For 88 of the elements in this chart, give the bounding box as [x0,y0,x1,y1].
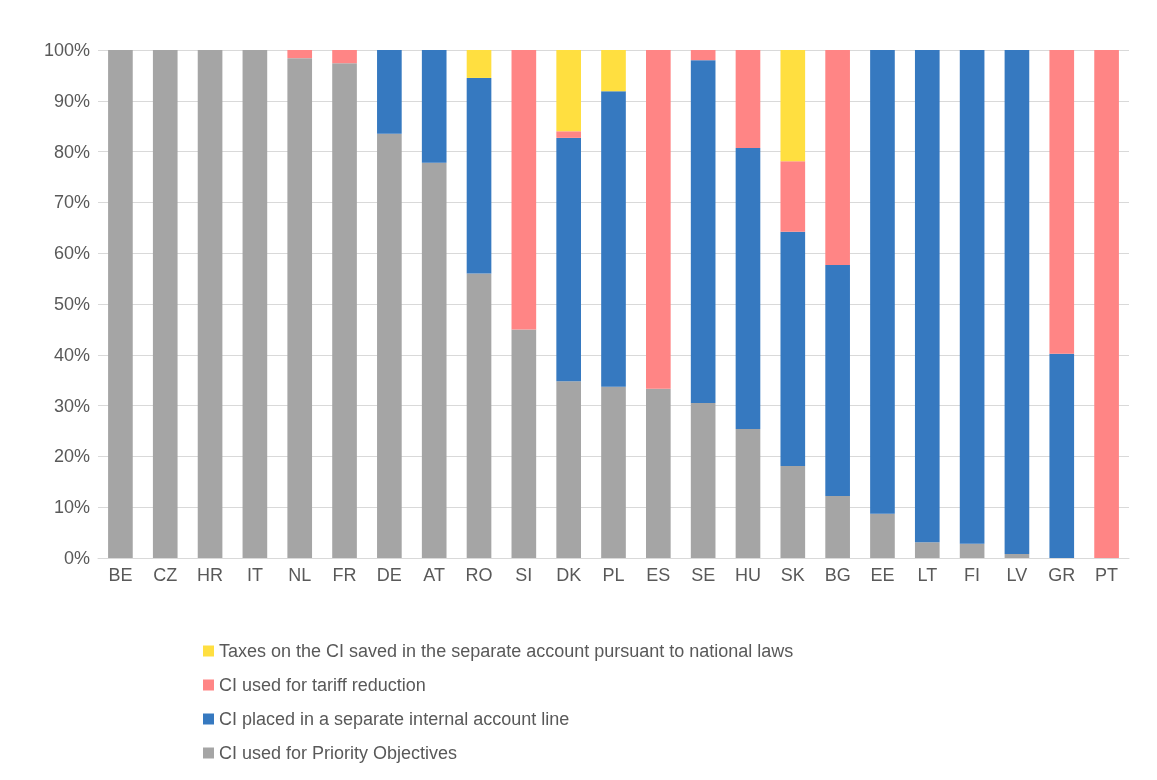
x-tick-label: FR [332,565,357,585]
x-tick-label: PT [1095,565,1119,585]
bar [466,77,492,274]
bar [377,50,402,134]
x-tick-label: SE [691,565,716,585]
x-tick-label: ES [646,565,671,585]
legend-label: Taxes on the CI saved in the separate account pursuant to national laws [219,641,794,661]
x-tick-label: FI [964,565,981,585]
bar [959,50,985,544]
y-tick-label: 100% [43,40,90,60]
bar [601,91,626,387]
bar [1049,50,1075,354]
x-tick-label: LV [1006,565,1028,585]
y-tick-label: 10% [53,497,90,518]
x-tick-label: HU [734,565,761,585]
x-tick-label: NL [288,565,312,585]
bar [152,50,178,558]
bar [780,231,806,467]
bar [242,50,268,558]
bar [870,513,895,558]
x-tick-label: PL [602,565,625,585]
y-tick-label: 60% [53,243,90,264]
bar [556,381,581,558]
bar [108,50,133,558]
bar [1049,353,1075,558]
bar [466,50,492,78]
x-tick-label: CZ [153,565,178,585]
x-tick-label: GR [1048,565,1076,585]
bar [690,50,716,61]
bar [959,543,985,558]
bar [780,466,806,558]
bar [735,50,761,149]
x-tick-label: EE [870,565,895,585]
x-tick-label: DE [376,565,402,585]
bar [646,50,671,389]
bar [556,131,581,138]
bar [735,148,761,429]
y-tick-label: 80% [53,141,90,162]
bar [511,329,537,558]
bar [1094,50,1119,558]
x-tick-label: LT [917,565,938,585]
bar [690,403,716,558]
x-tick-label: BE [108,565,133,585]
y-tick-label: 50% [53,294,90,314]
y-tick-label: 30% [53,395,90,416]
bar [1004,50,1030,554]
bar [421,162,447,558]
x-tick-label: DK [556,565,582,585]
x-tick-label: RO [465,565,493,585]
bar [287,50,313,59]
x-tick-label: AT [423,565,446,585]
bar [914,542,940,558]
y-tick-label: 20% [53,446,90,467]
bar [825,50,850,265]
x-tick-label: IT [246,565,263,585]
bar [825,264,850,497]
bar [332,63,357,558]
y-tick-label: 90% [53,90,90,111]
bar [1004,553,1030,558]
x-tick-label: SK [780,565,805,585]
bar [511,50,537,330]
bar [556,137,581,382]
bar [332,50,357,64]
legend-label: CI used for Priority Objectives [219,743,458,763]
bar [780,161,806,232]
y-tick-label: 0% [63,548,90,568]
bar [735,428,761,558]
bar [197,50,223,558]
bar [466,273,492,558]
bar [914,50,940,543]
bar [690,60,716,404]
y-tick-label: 40% [53,344,90,365]
bar [556,50,581,132]
bar [287,58,313,558]
bar [825,496,850,558]
bar [601,386,626,558]
legend-label: CI used for tariff reduction [219,675,426,695]
x-tick-label: BG [824,565,851,585]
bar [780,50,806,162]
bar [421,50,447,163]
legend-label: CI placed in a separate internal account line [219,709,570,729]
x-tick-label: HR [197,565,224,585]
bar [377,133,402,558]
bar [646,388,671,558]
bar [601,50,626,92]
bar [870,50,895,514]
x-tick-label: SI [515,565,533,585]
y-tick-label: 70% [53,192,90,213]
